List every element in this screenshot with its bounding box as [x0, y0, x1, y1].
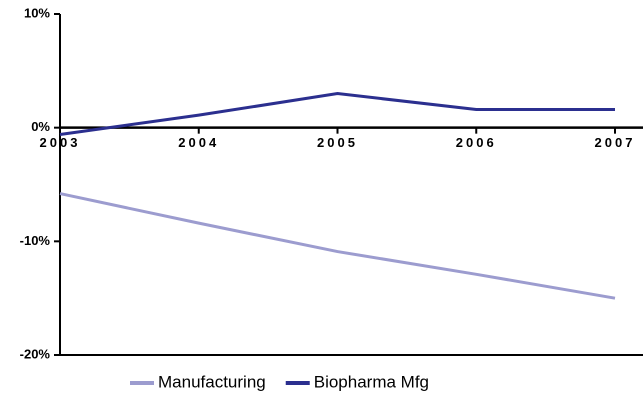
x-tick-label: 2003 — [40, 135, 81, 150]
x-tick-label: 2006 — [456, 135, 497, 150]
legend-label: Manufacturing — [158, 372, 266, 391]
series-line — [59, 192, 616, 300]
y-tick-label: -20% — [20, 346, 51, 361]
series-line — [59, 92, 615, 136]
y-tick-label: 0% — [31, 119, 50, 134]
y-tick-label: 10% — [24, 5, 50, 20]
x-tick-label: 2007 — [595, 135, 636, 150]
y-tick-label: -10% — [20, 233, 51, 248]
x-tick-label: 2004 — [178, 135, 219, 150]
legend-label: Biopharma Mfg — [314, 372, 429, 391]
x-tick-label: 2005 — [317, 135, 358, 150]
